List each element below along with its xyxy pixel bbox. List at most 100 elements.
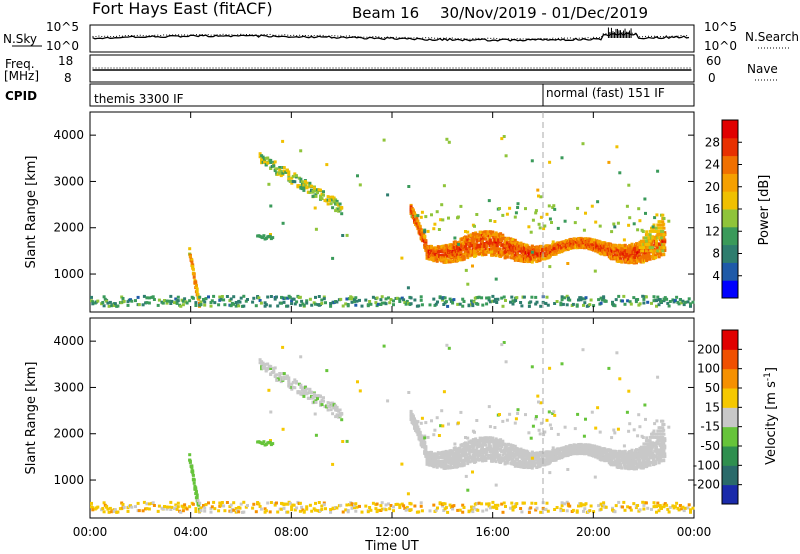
velocity-cell-1251 — [539, 421, 543, 425]
power-cell-2687 — [481, 303, 485, 307]
velocity-cell-8 — [261, 361, 265, 365]
power-cell-2845 — [471, 264, 474, 268]
power-cell-570 — [457, 249, 461, 253]
velocity-cell-1846 — [612, 428, 616, 432]
power-cell-2852 — [447, 140, 451, 144]
power-cell-2637 — [409, 296, 413, 300]
power-cell-17 — [266, 161, 270, 165]
power-cell-169 — [409, 205, 413, 209]
power-colorbar-tick-label-4: 12 — [705, 224, 720, 238]
power-cell-2690 — [487, 298, 491, 302]
velocity-cell-1981 — [629, 456, 633, 460]
velocity-cell-996 — [509, 449, 513, 453]
velocity-cell-469 — [444, 450, 448, 454]
velocity-cell-1118 — [524, 413, 527, 417]
power-cell-2854 — [423, 230, 427, 234]
power-cell-2794 — [642, 297, 646, 301]
power-cell-2716 — [527, 304, 531, 308]
power-cell-2860 — [553, 207, 557, 211]
velocity-cell-1075 — [519, 465, 523, 469]
power-cell-2012 — [632, 258, 636, 262]
power-cell-2890 — [400, 256, 404, 260]
velocity-cell-558 — [456, 465, 459, 469]
power-cell-2461 — [179, 304, 183, 308]
power-cell-2658 — [443, 296, 447, 300]
power-cell-2414 — [113, 302, 117, 306]
velocity-cell-1450 — [563, 425, 567, 429]
velocity-cell-857 — [493, 441, 497, 445]
power-cell-2815 — [666, 301, 670, 305]
power-cell-1965 — [627, 250, 631, 253]
velocity-cell-788 — [484, 443, 488, 447]
velocity-cell-701 — [473, 430, 476, 434]
velocity-cell-23 — [269, 364, 273, 368]
velocity-cell-128 — [323, 405, 327, 409]
power-cell-2341 — [661, 229, 665, 233]
velocity-cell-1348 — [551, 412, 555, 415]
noise-sky-trace — [92, 32, 690, 40]
power-cell-576 — [458, 240, 462, 244]
velocity-cell-91 — [305, 387, 309, 391]
power-cell-2644 — [420, 303, 424, 307]
power-cell-543 — [454, 256, 458, 260]
velocity-cell-765 — [481, 446, 484, 450]
velocity-cell-554 — [456, 451, 459, 454]
power-cell-623 — [464, 245, 467, 249]
power-cell-2185 — [654, 253, 658, 257]
power-cell-58 — [287, 177, 291, 181]
velocity-cell-1910 — [620, 466, 624, 470]
power-cell-47 — [282, 166, 286, 170]
power-cell-2435 — [145, 301, 149, 305]
power-cell-2721 — [534, 302, 538, 306]
power-cell-2573 — [322, 297, 326, 301]
velocity-cell-1670 — [590, 452, 594, 456]
velocity-cell-343 — [430, 455, 433, 459]
power-cell-964 — [505, 255, 509, 259]
power-cell-615 — [462, 255, 466, 259]
power-cell-2583 — [339, 297, 343, 301]
power-cell-2348 — [662, 233, 666, 237]
power-cell-64 — [291, 174, 295, 178]
velocity-cell-495 — [448, 459, 452, 463]
power-cell-2269 — [639, 239, 643, 243]
power-cell-2567 — [317, 295, 321, 298]
velocity-cell-1113 — [524, 460, 527, 464]
power-cell-1259 — [541, 250, 544, 254]
power-cell-2585 — [344, 302, 348, 306]
power-cell-2291 — [648, 246, 652, 250]
power-cell-2377 — [194, 281, 198, 285]
power-cell-2316 — [656, 229, 660, 233]
velocity-cell-11 — [263, 363, 267, 367]
power-cell-2555 — [300, 299, 304, 303]
power-cell-2581 — [335, 300, 339, 304]
velocity-cell-570 — [457, 455, 461, 459]
power-cell-2499 — [229, 304, 233, 308]
velocity-cell-866 — [493, 426, 497, 429]
velocity-cell-161 — [338, 408, 342, 412]
velocity-cell-1686 — [593, 444, 597, 448]
power-cell-2496 — [228, 299, 232, 303]
power-cell-1113 — [524, 254, 527, 258]
power-cell-1299 — [545, 212, 549, 216]
power-cell-2361 — [190, 260, 194, 264]
velocity-cell-61 — [290, 387, 294, 391]
power-cell-2489 — [218, 295, 222, 299]
power-cell-2850 — [386, 193, 390, 197]
power-cell-663 — [468, 254, 472, 258]
velocity-cell-1457 — [564, 445, 568, 449]
power-cell-826 — [488, 238, 492, 242]
power-cell-2512 — [242, 304, 246, 308]
power-cell-660 — [468, 244, 472, 248]
power-cell-2689 — [485, 302, 489, 306]
power-cell-1373 — [554, 252, 558, 256]
power-cell-1325 — [548, 254, 552, 258]
power-cell-2904 — [262, 234, 266, 238]
power-cell-2520 — [257, 296, 261, 300]
power-cell-2360 — [190, 258, 194, 262]
velocity-cell-249 — [418, 430, 422, 434]
power-cell-2660 — [446, 304, 450, 308]
power-cell-2752 — [582, 303, 585, 307]
velocity-cell-1224 — [537, 455, 541, 459]
velocity-cell-865 — [493, 455, 497, 459]
power-cell-825 — [488, 234, 492, 238]
